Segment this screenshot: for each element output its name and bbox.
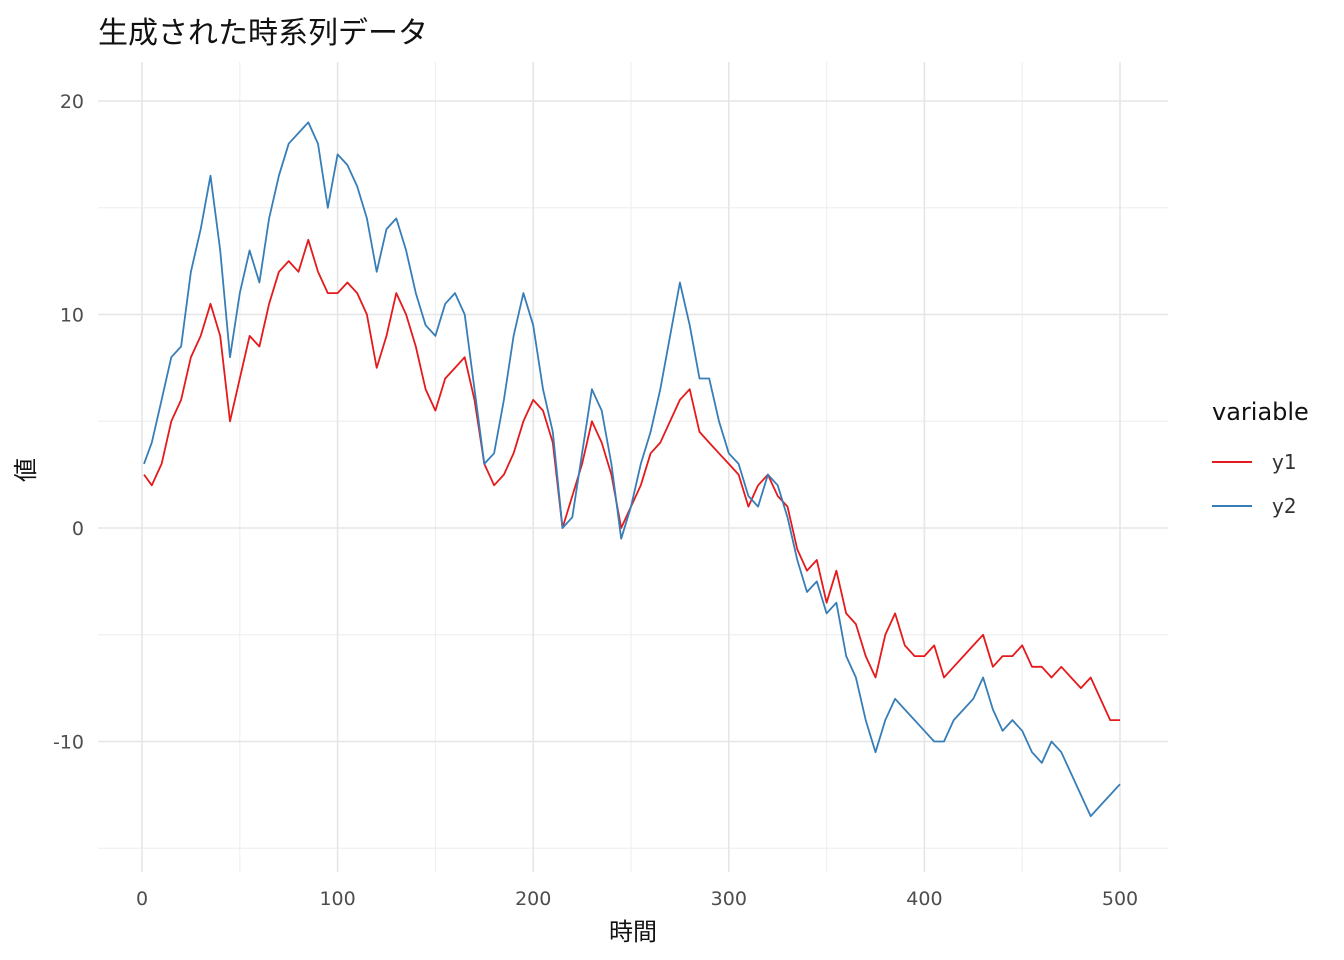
series-line-y1	[143, 238, 1120, 721]
y-tick-label: -10	[53, 732, 84, 754]
x-tick-label: 500	[1102, 888, 1138, 910]
x-tick-label: 400	[906, 888, 942, 910]
legend-label-y1: y1	[1272, 450, 1297, 474]
legend: variable y1 y2	[1212, 398, 1309, 528]
x-tick-label: 200	[515, 888, 551, 910]
y-axis-title: 値	[12, 458, 40, 482]
y-tick-label: 0	[72, 518, 84, 540]
x-tick-label: 300	[711, 888, 747, 910]
legend-swatch-y1	[1212, 461, 1252, 463]
series-lines	[143, 121, 1121, 818]
legend-label-y2: y2	[1272, 494, 1297, 518]
legend-swatch-y2	[1212, 505, 1252, 507]
legend-item-y2: y2	[1212, 484, 1309, 528]
y-axis-tick-labels: -10 0 10 20	[53, 91, 84, 754]
chart-title: 生成された時系列データ	[98, 16, 428, 51]
legend-title: variable	[1212, 398, 1309, 426]
y-tick-label: 20	[60, 91, 84, 113]
x-axis-tick-labels: 0 100 200 300 400 500	[136, 888, 1138, 910]
x-tick-label: 100	[319, 888, 355, 910]
x-axis-title: 時間	[609, 918, 657, 946]
major-gridlines	[98, 62, 1168, 872]
series-line-y2	[143, 121, 1121, 818]
minor-gridlines	[98, 62, 1168, 872]
legend-item-y1: y1	[1212, 440, 1309, 484]
y-tick-label: 10	[60, 305, 84, 327]
x-tick-label: 0	[136, 888, 148, 910]
